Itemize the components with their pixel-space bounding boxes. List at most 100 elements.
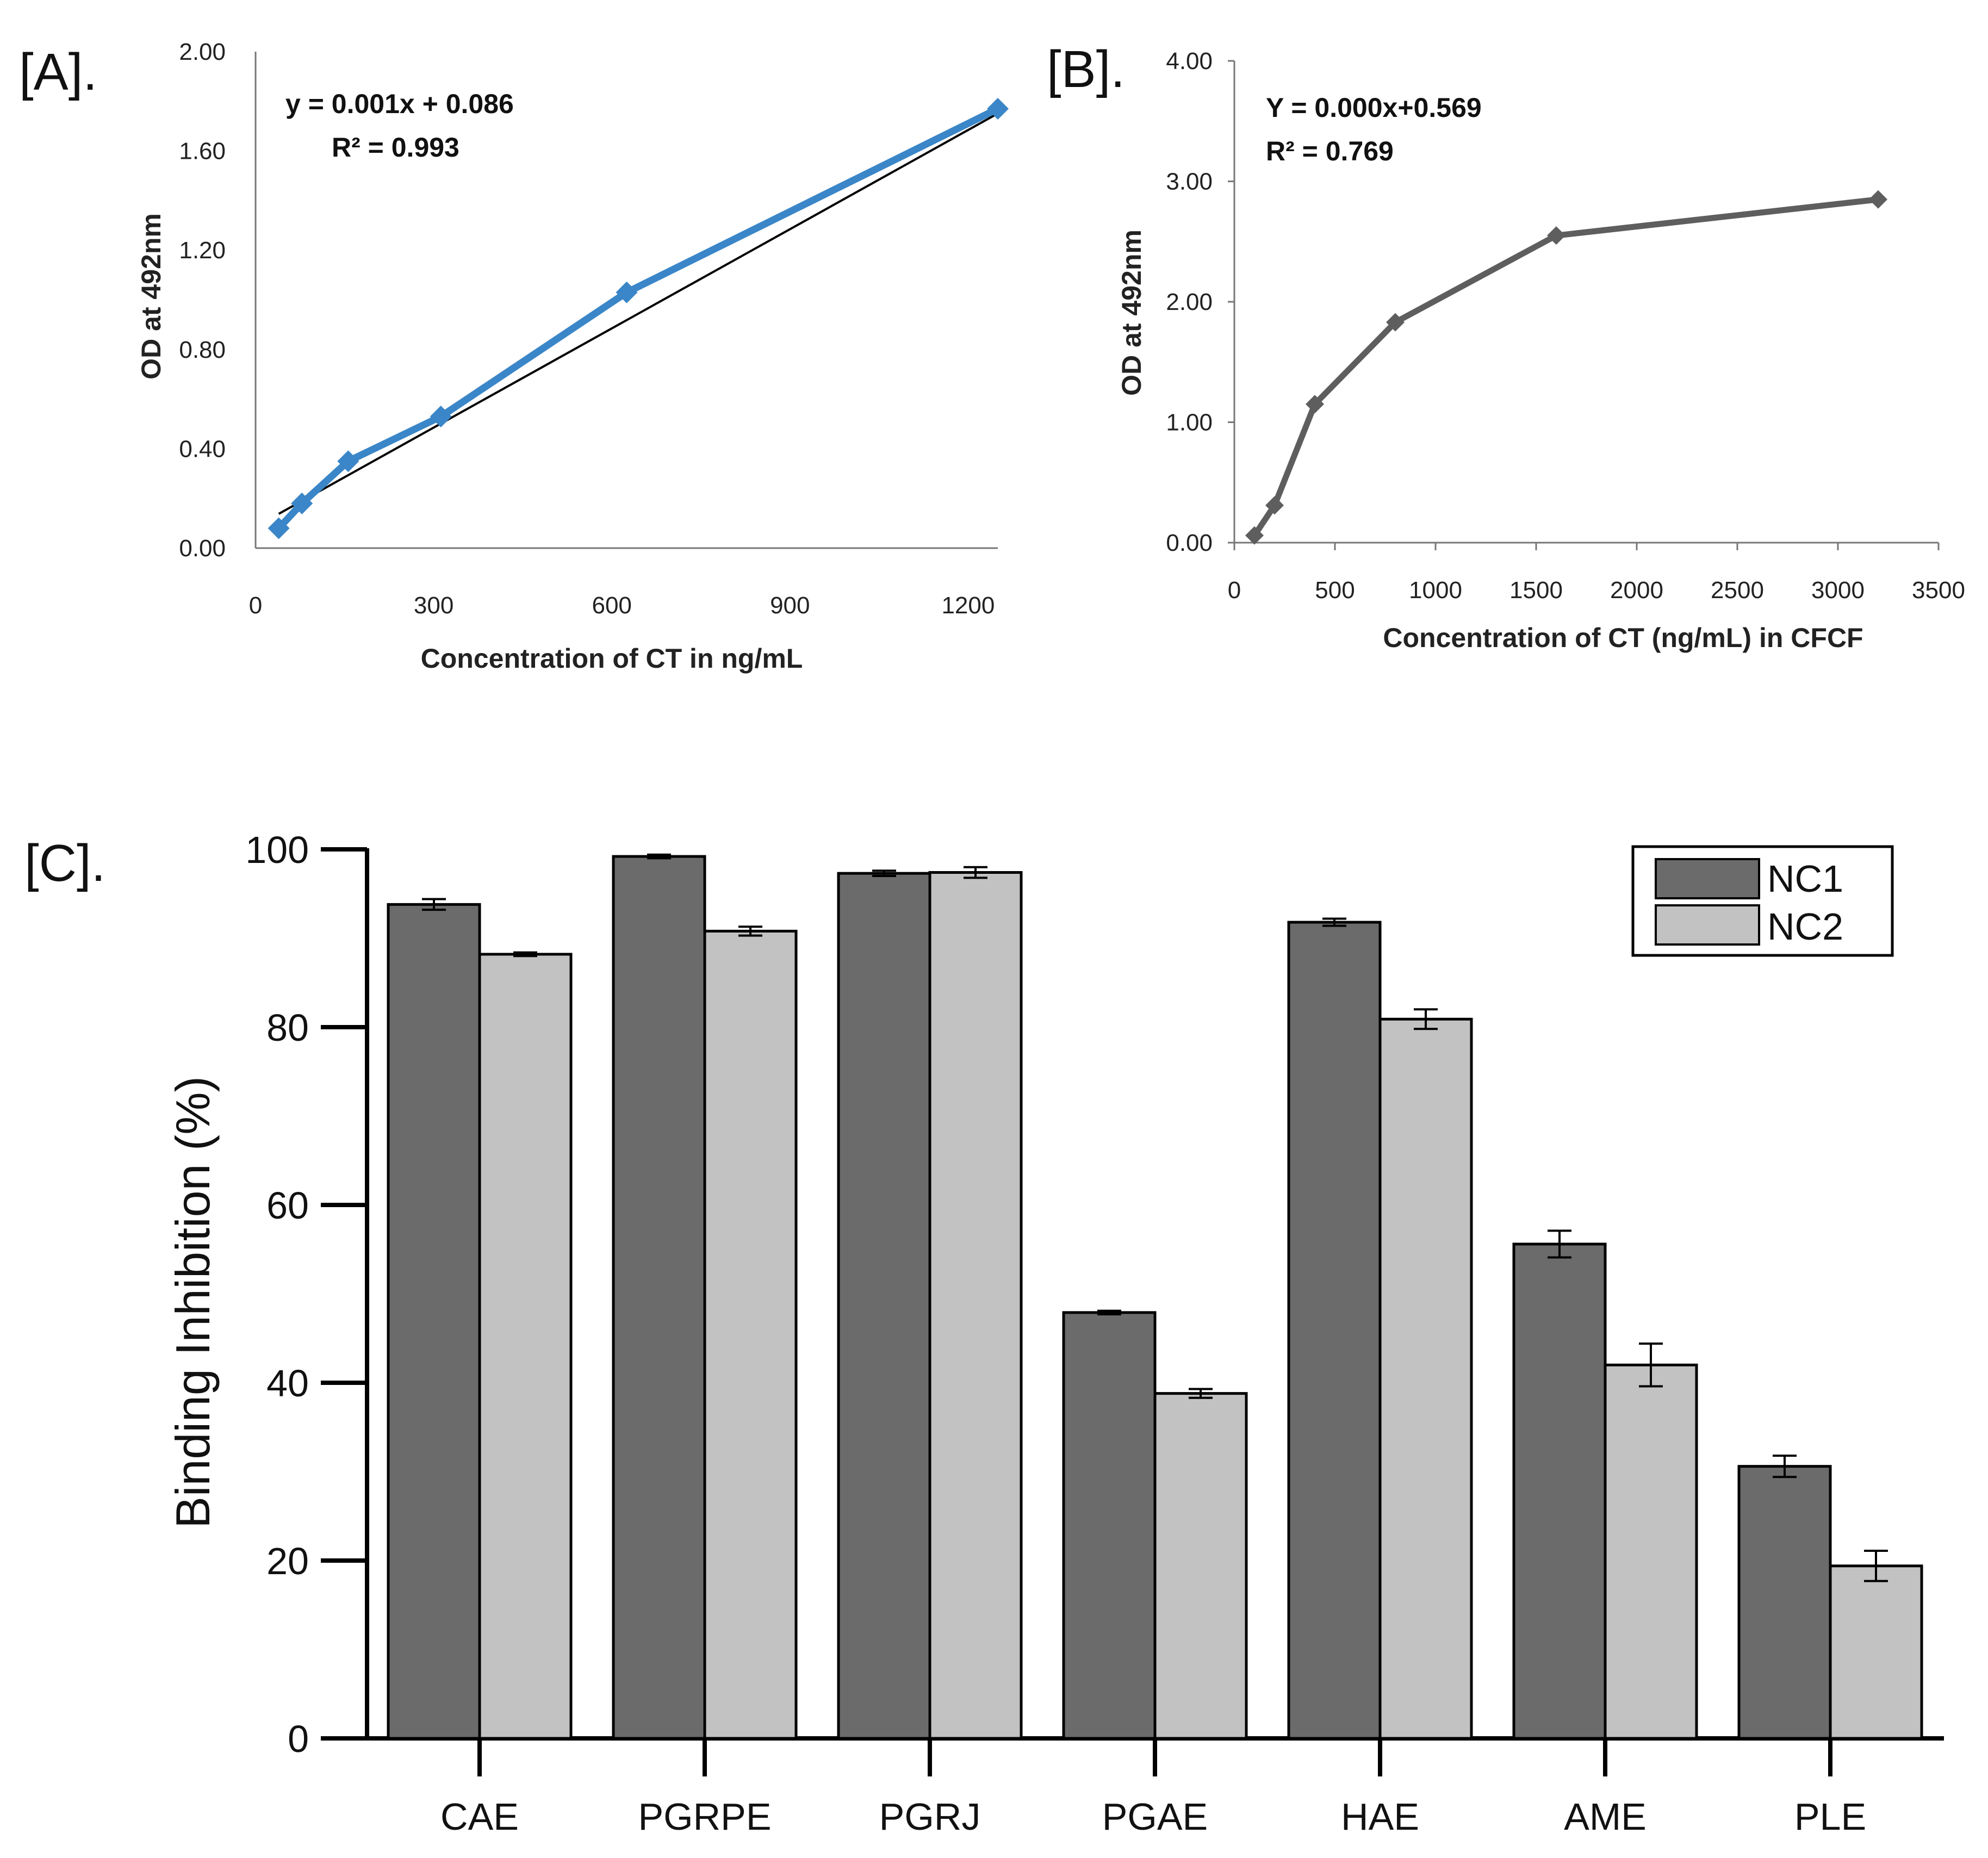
chart-a-x-tick-label: 900 (770, 592, 810, 619)
chart-b-x-label: Concentration of CT (ng/mL) in CFCF (1383, 623, 1863, 653)
chart-b-points (1245, 190, 1887, 545)
chart-a-x-ticks: 0 300 600 900 1200 (249, 592, 995, 619)
chart-a-y-tick-label: 2.00 (179, 39, 226, 65)
panel-a-label: [A]. (19, 43, 97, 101)
chart-a-x-tick-label: 600 (592, 592, 631, 619)
chart-a-equation: y = 0.001x + 0.086 (285, 89, 514, 119)
chart-b-x-tick-label: 0 (1228, 577, 1241, 604)
bar-nc2 (1378, 1017, 1473, 1740)
chart-b-y-ticks: 0.00 1.00 2.00 3.00 4.00 (1166, 48, 1234, 556)
bar-nc2 (478, 953, 573, 1740)
chart-b-x-tick-label: 500 (1315, 577, 1355, 604)
chart-b-r2: R² = 0.769 (1266, 136, 1394, 166)
chart-a-series-line (276, 105, 999, 531)
chart-c-x-tick-label: AME (1564, 1795, 1647, 1838)
chart-b-equation: Y = 0.000x+0.569 (1266, 92, 1482, 123)
chart-a-x-tick-label: 300 (414, 592, 453, 619)
panel-b-label: [B]. (1047, 40, 1125, 98)
chart-a-x-tick-label: 1200 (941, 592, 995, 619)
chart-c-x-tick-label: PLE (1794, 1795, 1866, 1838)
chart-b: [B]. 0.00 1.00 2.00 3.00 4.00 0 500 1000 1500 20… (1047, 40, 1965, 653)
chart-a-y-tick-label: 0.80 (179, 337, 226, 363)
chart-c-x-tick-label: CAE (440, 1795, 519, 1838)
legend-swatch-nc1 (1655, 858, 1760, 899)
chart-b-y-tick-label: 2.00 (1166, 289, 1213, 315)
error-bar-nc2 (1639, 1343, 1663, 1388)
error-bar-nc1 (1097, 1309, 1121, 1316)
chart-b-point (1245, 526, 1264, 545)
chart-a-point (987, 97, 1009, 120)
chart-a-trendline (278, 112, 998, 515)
error-bar-nc1 (1322, 917, 1346, 927)
error-bar-nc2 (1189, 1388, 1213, 1399)
legend-swatch-nc2 (1655, 904, 1760, 946)
chart-a-point (337, 450, 359, 473)
chart-b-x-tick-label: 3500 (1912, 577, 1965, 604)
chart-b-x-tick-label: 2500 (1711, 577, 1764, 604)
chart-b-x-tick-label: 3000 (1811, 577, 1865, 604)
chart-a-y-tick-label: 0.00 (179, 535, 226, 562)
chart-c-x-tick-label: PGRJ (879, 1795, 981, 1838)
chart-c-x-tick-label: PGRPE (638, 1795, 771, 1838)
chart-c-legend: NC1 NC2 (1631, 845, 1894, 957)
chart-c-y-tick-label: 100 (245, 829, 309, 871)
error-bar-nc1 (422, 898, 446, 911)
chart-b-point (1869, 190, 1887, 209)
chart-c-y-tick-label: 60 (266, 1184, 309, 1227)
chart-b-point (1547, 226, 1565, 245)
chart-a-point (268, 517, 290, 539)
chart-c-x-ticks: CAE PGRPE PGRJ PGAE HAE AME PLE (440, 1738, 1866, 1838)
error-bar-nc1 (872, 869, 896, 878)
chart-a-y-ticks: 0.00 0.40 0.80 1.20 1.60 2.00 (179, 39, 226, 562)
bar-nc1 (612, 855, 706, 1740)
error-bar-nc1 (647, 853, 671, 860)
error-bar-nc2 (1864, 1550, 1888, 1582)
error-bar-nc2 (1414, 1008, 1438, 1030)
chart-a-x-label: Concentration of CT in ng/mL (421, 643, 803, 674)
legend-label-nc1: NC1 (1767, 857, 1843, 900)
chart-b-x-ticks: 0 500 1000 1500 2000 2500 3000 3500 (1228, 543, 1965, 604)
chart-a-y-label: OD at 492nm (136, 213, 166, 380)
chart-c-x-tick-label: PGAE (1102, 1795, 1208, 1838)
chart-b-x-tick-label: 2000 (1610, 577, 1663, 604)
chart-a-point (616, 281, 638, 303)
chart-c-x-tick-label: HAE (1341, 1795, 1419, 1838)
error-bar-nc2 (513, 951, 537, 958)
chart-a-y-tick-label: 1.20 (179, 237, 226, 264)
legend-label-nc2: NC2 (1767, 905, 1843, 948)
bar-nc1 (387, 903, 481, 1740)
chart-c-y-tick-label: 20 (266, 1540, 309, 1582)
chart-b-y-tick-label: 0.00 (1166, 530, 1213, 556)
error-bar-nc1 (1773, 1455, 1797, 1478)
panel-c-label: [C]. (24, 834, 105, 892)
chart-a-y-tick-label: 1.60 (179, 138, 226, 165)
chart-c-y-ticks: 0 20 40 60 80 100 (245, 829, 367, 1760)
chart-b-x-tick-label: 1000 (1409, 577, 1462, 604)
chart-a-point (291, 492, 313, 514)
error-bar-nc2 (738, 925, 762, 937)
chart-a-points (268, 97, 1009, 539)
chart-b-y-label: OD at 492nm (1116, 229, 1147, 396)
chart-b-point (1306, 395, 1324, 414)
error-bar-nc2 (964, 866, 987, 879)
bar-nc1 (1287, 921, 1382, 1740)
bar-nc1 (1062, 1311, 1157, 1740)
bar-nc2 (1153, 1392, 1248, 1740)
error-bar-nc1 (1548, 1229, 1571, 1259)
chart-b-axes (1233, 61, 1939, 544)
chart-a-axes (254, 52, 998, 549)
bar-nc1 (1512, 1242, 1607, 1740)
chart-c-y-label: Binding Inhibition (%) (166, 1076, 220, 1528)
chart-a-y-tick-label: 0.40 (179, 436, 226, 462)
chart-a-r2: R² = 0.993 (332, 132, 459, 163)
chart-b-y-tick-label: 4.00 (1166, 48, 1213, 74)
chart-a-point (430, 406, 452, 428)
chart-b-point (1386, 313, 1405, 332)
chart-c-y-tick-label: 0 (288, 1718, 309, 1760)
bar-nc2 (1604, 1363, 1698, 1740)
chart-c-error-bars (422, 853, 1888, 1582)
chart-c-y-tick-label: 80 (266, 1006, 309, 1049)
chart-a-x-tick-label: 0 (249, 592, 262, 619)
bar-nc2 (1829, 1564, 1923, 1740)
